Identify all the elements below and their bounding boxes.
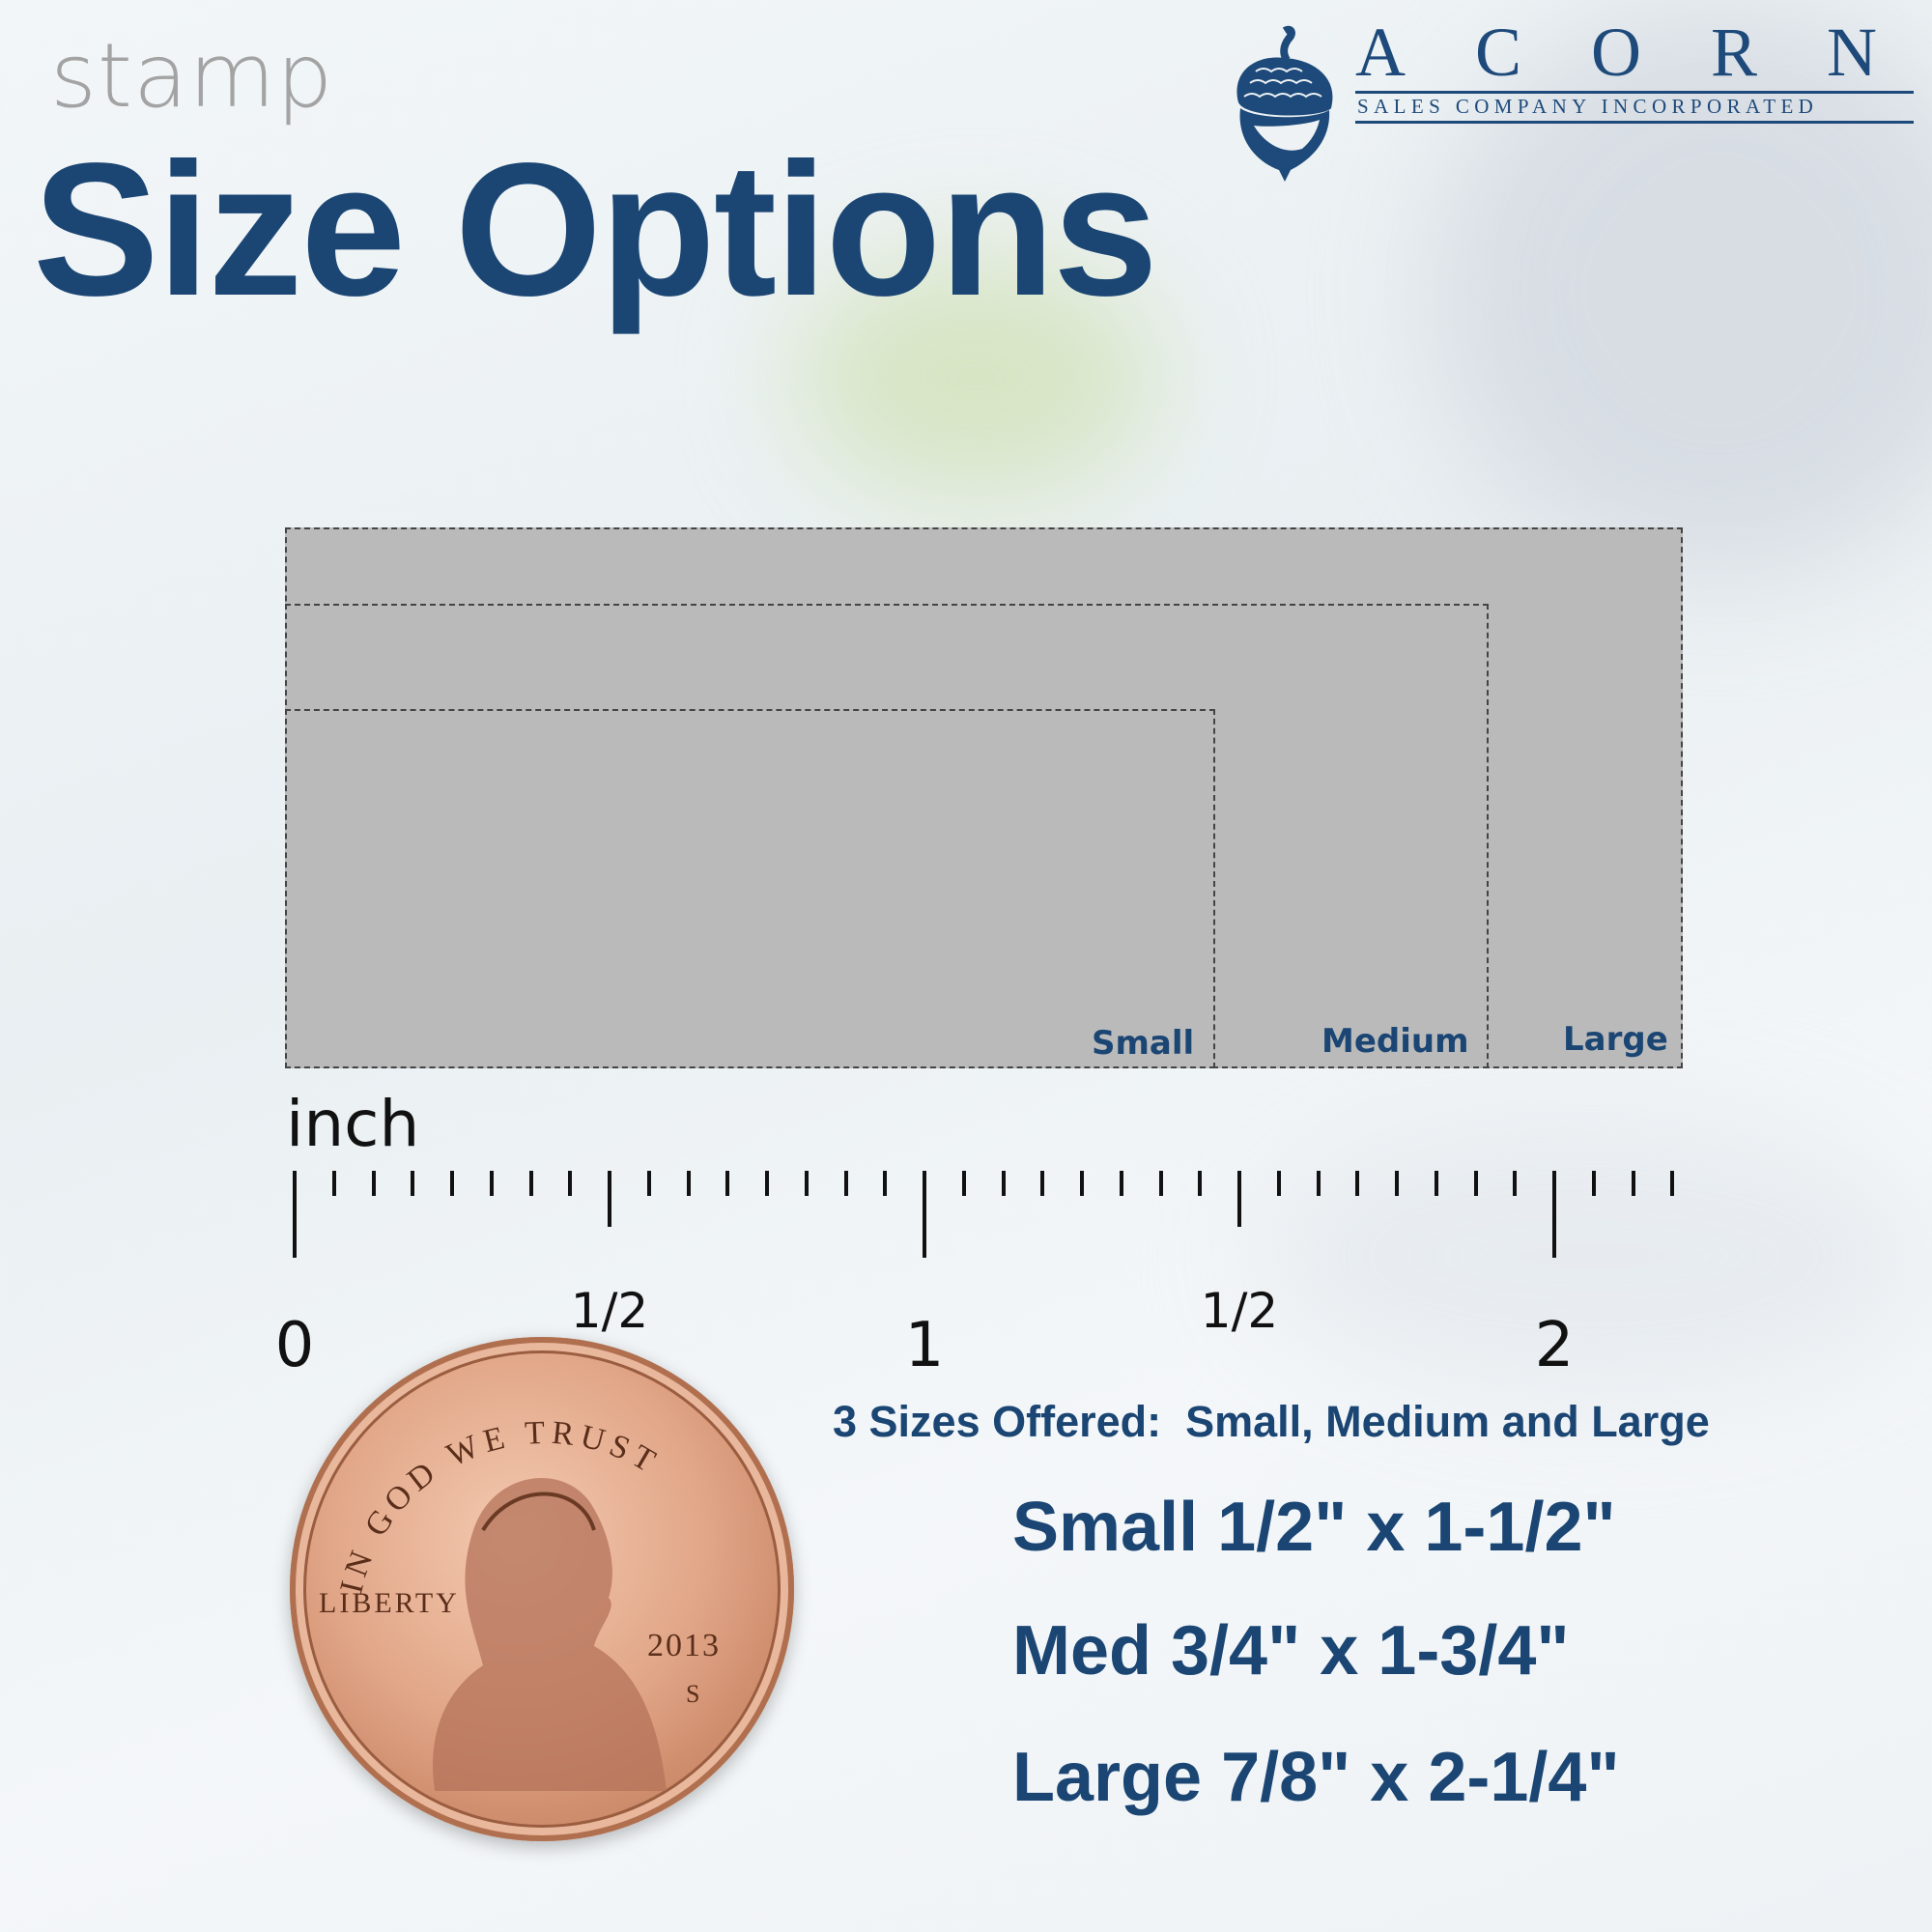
ruler-label-2: 2 <box>1534 1310 1575 1381</box>
ruler-tick <box>450 1171 454 1196</box>
ruler-tick <box>1001 1171 1006 1196</box>
ruler-tick <box>725 1171 730 1196</box>
ruler-tick <box>1631 1171 1635 1196</box>
ruler-tick <box>1158 1171 1163 1196</box>
ruler-tick <box>1355 1171 1360 1196</box>
background-monitor-blur <box>1430 0 1932 580</box>
penny-coin-image: IN GOD WE TRUST LIBERTY 2013 S <box>290 1337 794 1841</box>
stamp-small-outline <box>285 709 1215 1068</box>
ruler-tick <box>568 1171 573 1196</box>
ruler-tick <box>883 1171 888 1196</box>
ruler-tick <box>1591 1171 1596 1196</box>
ruler-unit-label: inch <box>286 1087 420 1161</box>
ruler-tick <box>528 1171 533 1196</box>
acorn-icon <box>1236 25 1333 182</box>
ruler-tick <box>1237 1171 1241 1227</box>
ruler-tick <box>765 1171 769 1196</box>
dimension-large: Large 7/8" x 2-1/4" <box>1012 1739 1620 1816</box>
ruler-tick <box>1119 1171 1123 1196</box>
logo-subtitle: SALES COMPANY INCORPORATED <box>1357 95 1819 118</box>
ruler-tick <box>293 1171 297 1258</box>
size-label-medium: Medium <box>1321 1022 1469 1061</box>
ruler-tick <box>1670 1171 1675 1196</box>
ruler-tick <box>1434 1171 1438 1196</box>
ruler-tick <box>1198 1171 1203 1196</box>
logo-rule-top <box>1355 91 1914 94</box>
ruler-label-1-half: 1/2 <box>1200 1283 1279 1339</box>
ruler-label-1: 1 <box>904 1310 945 1381</box>
size-label-large: Large <box>1563 1020 1668 1059</box>
background-keyboard-blur <box>1256 1111 1932 1401</box>
dimension-medium: Med 3/4" x 1-3/4" <box>1012 1612 1570 1690</box>
ruler-tick <box>1395 1171 1399 1196</box>
ruler-tick <box>1552 1171 1556 1258</box>
ruler-tick <box>331 1171 336 1196</box>
penny-liberty: LIBERTY <box>319 1587 460 1619</box>
ruler-tick <box>1513 1171 1518 1196</box>
sizes-offered-text: 3 Sizes Offered: Small, Medium and Large <box>833 1397 1710 1446</box>
ruler-label-0: 0 <box>274 1310 315 1381</box>
logo-rule-bottom <box>1355 121 1914 124</box>
ruler-tick <box>961 1171 966 1196</box>
ruler-tick <box>1276 1171 1281 1196</box>
ruler-tick <box>371 1171 376 1196</box>
ruler-tick <box>686 1171 691 1196</box>
penny-mint-mark: S <box>686 1680 699 1708</box>
ruler-tick <box>411 1171 415 1196</box>
ruler-tick <box>804 1171 809 1196</box>
ruler-tick <box>843 1171 848 1196</box>
ruler-tick <box>1316 1171 1321 1196</box>
ruler-tick <box>1473 1171 1478 1196</box>
dimension-small: Small 1/2" x 1-1/2" <box>1012 1489 1616 1566</box>
ruler-tick <box>608 1171 611 1227</box>
penny-year: 2013 <box>647 1628 721 1663</box>
ruler-label-half: 1/2 <box>570 1283 649 1339</box>
ruler-tick <box>1080 1171 1084 1196</box>
page-title: Size Options <box>33 124 1158 335</box>
background-plant-blur <box>792 251 1159 502</box>
kicker-text: stamp <box>50 24 334 128</box>
ruler-tick <box>1040 1171 1045 1196</box>
size-label-small: Small <box>1092 1024 1195 1063</box>
ruler-tick <box>923 1171 926 1258</box>
ruler-tick <box>489 1171 494 1196</box>
ruler-tick <box>646 1171 651 1196</box>
logo-name: ACORN <box>1355 14 1932 91</box>
